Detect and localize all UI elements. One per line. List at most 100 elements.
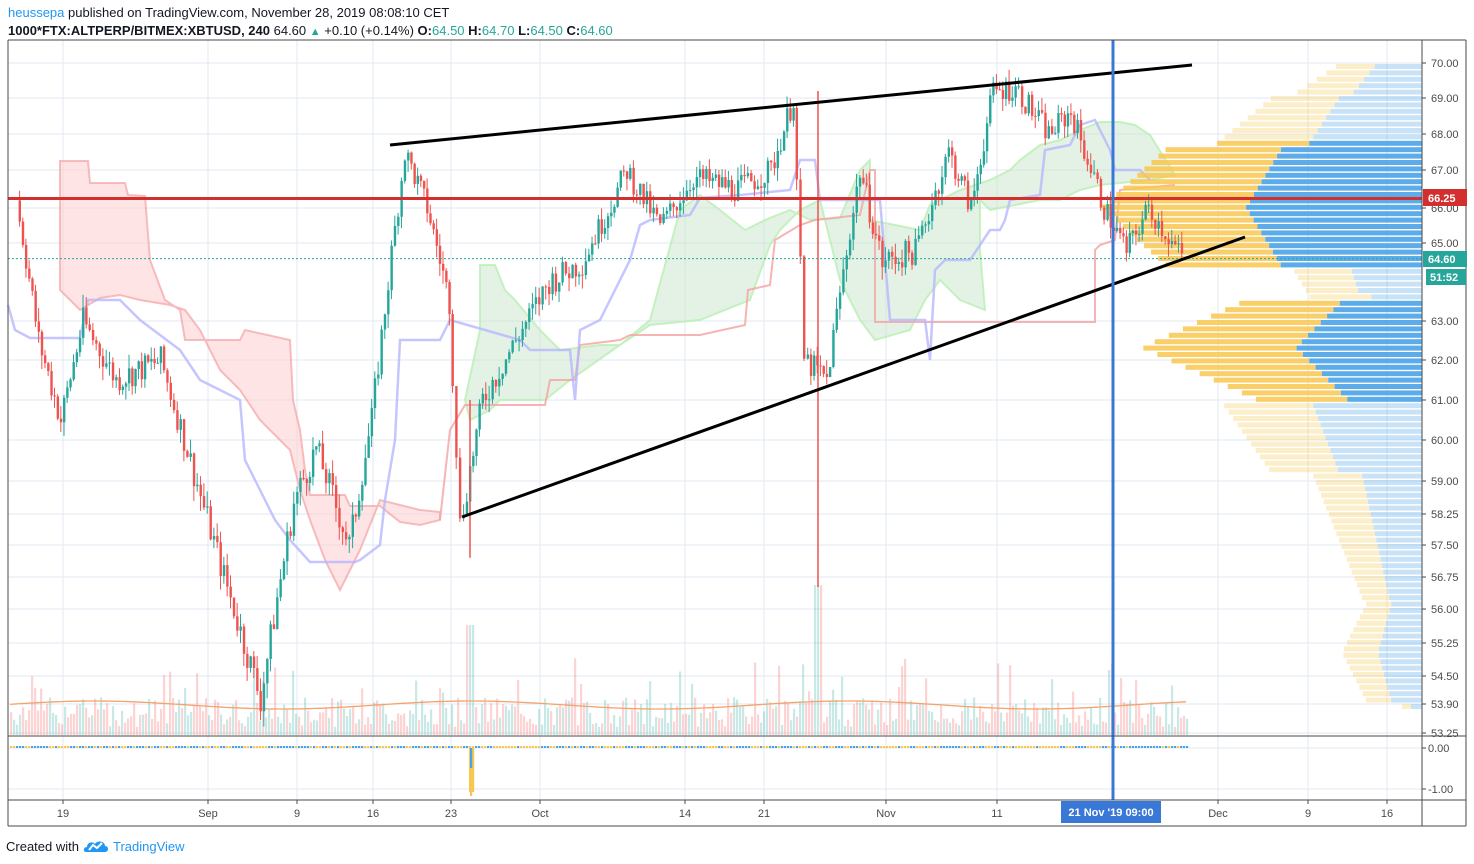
candle-body[interactable] [649, 191, 652, 214]
candle-body[interactable] [803, 256, 806, 359]
candle-body[interactable] [689, 190, 692, 192]
candle-body[interactable] [753, 181, 756, 190]
candle-body[interactable] [1154, 219, 1157, 229]
candle-body[interactable] [189, 453, 192, 457]
candle-body[interactable] [541, 286, 544, 305]
candle-body[interactable] [1020, 86, 1024, 107]
candle-body[interactable] [1073, 114, 1076, 134]
candle-body[interactable] [422, 180, 426, 189]
candle-body[interactable] [931, 205, 934, 222]
candle-body[interactable] [858, 177, 862, 187]
candle-body[interactable] [976, 174, 979, 191]
candle-body[interactable] [166, 370, 169, 383]
candle-body[interactable] [1177, 243, 1180, 245]
candle-body[interactable] [286, 531, 289, 562]
candle-body[interactable] [232, 597, 236, 617]
candle-body[interactable] [622, 170, 626, 172]
candle-body[interactable] [262, 683, 266, 712]
candle-body[interactable] [845, 255, 848, 270]
candle-body[interactable] [131, 368, 134, 387]
candle-body[interactable] [308, 476, 312, 483]
symbol-title[interactable]: 1000*FTX:ALTPERP/BITMEX:XBTUSD, 240 [8, 23, 270, 38]
candle-body[interactable] [776, 151, 779, 169]
candle-body[interactable] [538, 297, 541, 305]
candle-body[interactable] [429, 213, 432, 224]
candle-body[interactable] [289, 531, 292, 536]
candle-body[interactable] [1063, 114, 1066, 127]
candle-body[interactable] [88, 324, 91, 331]
candle-body[interactable] [202, 496, 206, 508]
candle-body[interactable] [544, 286, 548, 288]
candle-body[interactable] [115, 377, 118, 381]
candle-body[interactable] [1122, 233, 1125, 237]
candle-body[interactable] [750, 173, 753, 182]
candle-body[interactable] [770, 160, 773, 163]
candle-body[interactable] [441, 263, 445, 271]
candle-body[interactable] [351, 514, 354, 537]
candle-body[interactable] [508, 352, 511, 360]
candle-body[interactable] [331, 473, 335, 486]
candle-body[interactable] [521, 328, 524, 341]
candle-body[interactable] [305, 479, 309, 483]
candle-body[interactable] [458, 457, 462, 519]
candle-body[interactable] [1103, 207, 1106, 220]
candle-body[interactable] [1099, 178, 1103, 208]
candle-body[interactable] [587, 254, 591, 262]
candle-body[interactable] [413, 163, 416, 184]
candle-body[interactable] [669, 203, 672, 211]
candle-body[interactable] [143, 355, 147, 380]
candle-body[interactable] [842, 269, 845, 293]
candle-body[interactable] [874, 233, 878, 236]
candle-body[interactable] [302, 477, 305, 480]
candle-body[interactable] [373, 378, 377, 409]
candle-body[interactable] [63, 397, 66, 423]
candle-body[interactable] [606, 216, 610, 229]
candle-body[interactable] [1115, 227, 1119, 231]
candle-body[interactable] [82, 307, 85, 338]
candle-body[interactable] [153, 358, 156, 364]
candle-body[interactable] [1131, 230, 1135, 234]
candle-body[interactable] [773, 162, 776, 169]
candle-body[interactable] [407, 152, 410, 161]
candle-body[interactable] [835, 308, 838, 330]
candle-body[interactable] [455, 386, 458, 458]
candle-body[interactable] [1011, 97, 1014, 101]
candle-body[interactable] [299, 477, 302, 492]
candle-body[interactable] [272, 624, 276, 629]
candle-body[interactable] [296, 491, 299, 504]
candle-body[interactable] [1096, 172, 1099, 179]
candle-body[interactable] [852, 212, 855, 240]
candle-body[interactable] [40, 331, 44, 356]
candle-body[interactable] [95, 340, 98, 344]
candle-body[interactable] [685, 190, 689, 201]
candle-body[interactable] [196, 484, 199, 487]
candle-body[interactable] [534, 297, 538, 304]
candle-body[interactable] [1093, 172, 1096, 174]
candle-body[interactable] [878, 235, 881, 241]
candle-body[interactable] [24, 244, 28, 269]
candle-body[interactable] [1083, 140, 1086, 159]
candle-body[interactable] [756, 186, 760, 190]
candle-body[interactable] [1014, 86, 1017, 98]
candle-body[interactable] [475, 429, 478, 457]
candle-body[interactable] [786, 108, 789, 132]
candle-body[interactable] [1125, 236, 1128, 253]
candle-body[interactable] [182, 419, 186, 451]
candle-body[interactable] [150, 358, 153, 362]
candle-body[interactable] [724, 177, 727, 188]
candle-body[interactable] [665, 210, 669, 214]
candle-body[interactable] [901, 262, 904, 268]
candle-body[interactable] [1141, 219, 1144, 235]
candle-body[interactable] [111, 362, 115, 381]
candle-body[interactable] [47, 363, 50, 372]
candle-body[interactable] [226, 565, 229, 587]
candle-body[interactable] [222, 565, 226, 576]
candle-body[interactable] [868, 184, 871, 223]
candle-body[interactable] [1119, 227, 1122, 234]
candle-body[interactable] [488, 399, 491, 401]
candle-body[interactable] [528, 308, 531, 322]
candle-body[interactable] [69, 379, 72, 388]
candle-body[interactable] [717, 174, 721, 187]
candle-body[interactable] [134, 369, 137, 387]
upper-trendline[interactable] [389, 63, 1193, 147]
